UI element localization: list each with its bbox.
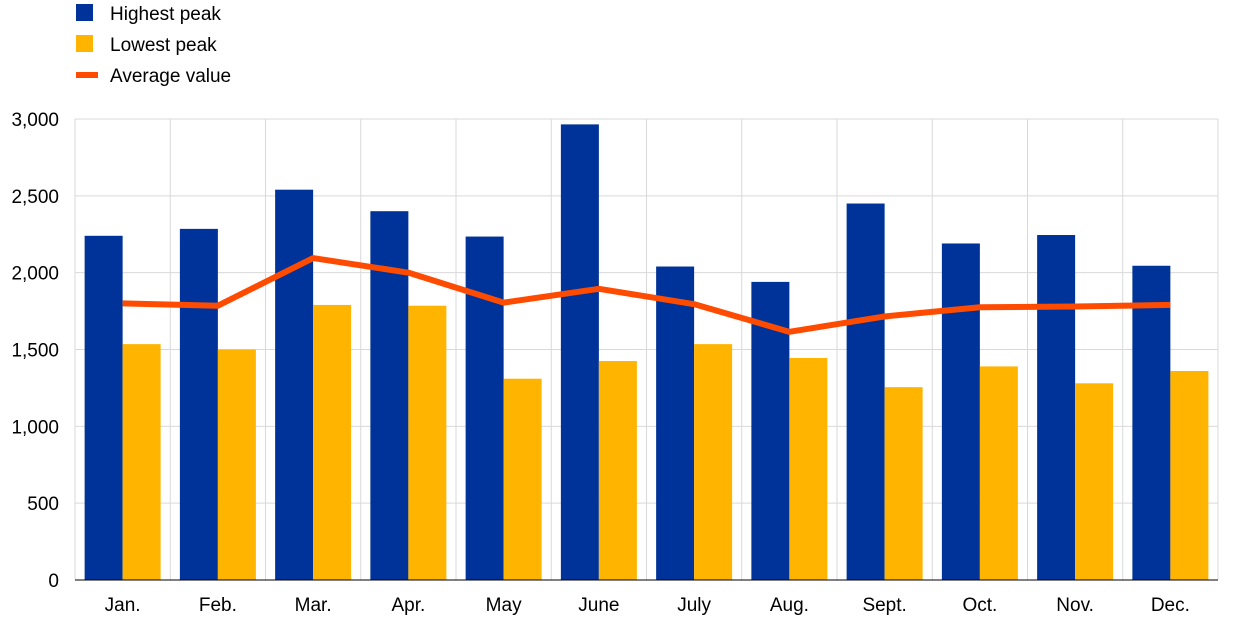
bar-highest-peak <box>941 243 980 580</box>
bar-lowest-peak <box>598 361 637 580</box>
bar-lowest-peak <box>1075 383 1114 580</box>
bar-highest-peak <box>465 236 504 580</box>
x-tick-label: Sept. <box>862 595 906 616</box>
bar-highest-peak <box>1037 235 1076 581</box>
bar-highest-peak <box>275 189 314 581</box>
bar-highest-peak <box>84 235 123 580</box>
legend-label: Lowest peak <box>110 35 217 56</box>
legend-swatch <box>76 4 93 21</box>
x-tick-label: Aug. <box>770 595 809 616</box>
x-tick-label: June <box>578 595 619 616</box>
y-tick-label: 2,000 <box>11 264 59 285</box>
axes: 0 500 1,000 1,500 2,000 2,500 3,000 Jan. Feb. Mar… <box>11 110 1218 616</box>
y-tick-label: 0 <box>48 571 59 592</box>
bars <box>84 124 1209 581</box>
grid <box>74 118 1219 581</box>
bar-lowest-peak <box>694 344 733 580</box>
average-line-group <box>122 255 1171 335</box>
y-tick-label: 1,000 <box>11 417 59 438</box>
x-tick-label: Apr. <box>391 595 425 616</box>
y-tick-label: 2,500 <box>11 187 59 208</box>
bar-lowest-peak <box>503 378 542 580</box>
bar-highest-peak <box>846 203 885 580</box>
legend-label: Average value <box>110 66 231 87</box>
bar-highest-peak <box>1132 265 1171 580</box>
legend-swatch <box>76 72 98 78</box>
bar-highest-peak <box>179 228 218 580</box>
x-tick-label: Mar. <box>295 595 332 616</box>
bar-lowest-peak <box>789 357 828 580</box>
bar-lowest-peak <box>122 344 161 580</box>
x-tick-label: May <box>486 595 522 616</box>
bar-lowest-peak <box>979 366 1018 580</box>
bar-lowest-peak <box>408 305 447 580</box>
y-tick-label: 500 <box>27 494 59 515</box>
x-tick-label: Dec. <box>1151 595 1190 616</box>
x-tick-label: Oct. <box>962 595 997 616</box>
legend-swatch <box>76 35 93 52</box>
bar-highest-peak <box>560 124 599 581</box>
x-tick-label: Nov. <box>1056 595 1094 616</box>
bar-highest-peak <box>656 266 695 580</box>
x-tick-label: Feb. <box>199 595 237 616</box>
average-value-line <box>122 255 1171 335</box>
bar-lowest-peak <box>1170 371 1209 580</box>
bar-lowest-peak <box>217 349 256 580</box>
y-tick-label: 1,500 <box>11 341 59 362</box>
legend-label: Highest peak <box>110 4 221 25</box>
y-tick-label: 3,000 <box>11 110 59 131</box>
bar-lowest-peak <box>884 387 923 580</box>
bar-lowest-peak <box>313 304 352 580</box>
x-tick-label: Jan. <box>105 595 141 616</box>
x-tick-label: July <box>677 595 711 616</box>
legend: Highest peak Lowest peak Average value <box>76 4 231 87</box>
